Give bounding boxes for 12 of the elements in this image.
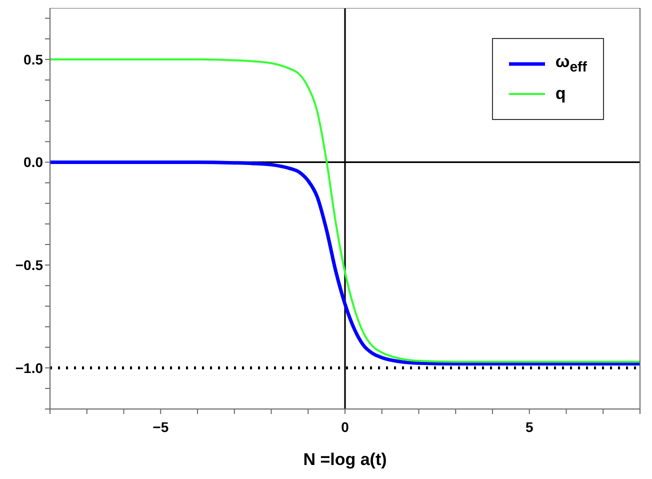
line-series: [50, 160, 640, 366]
y-tick-label: 0.0: [24, 154, 44, 170]
x-axis-title: N =log a(t): [303, 450, 387, 469]
x-tick-label: 5: [525, 418, 534, 435]
y-tick-label: −0.5: [15, 257, 44, 274]
line-series: [50, 58, 640, 363]
legend-label: q: [555, 84, 566, 104]
y-tick-label: 0.5: [24, 51, 44, 68]
legend-label: ω$_{eff}$: [555, 52, 587, 76]
x-tick-label: 0: [341, 418, 350, 435]
y-tick-label: −1.0: [15, 360, 44, 376]
x-tick-label: −5: [152, 418, 169, 435]
